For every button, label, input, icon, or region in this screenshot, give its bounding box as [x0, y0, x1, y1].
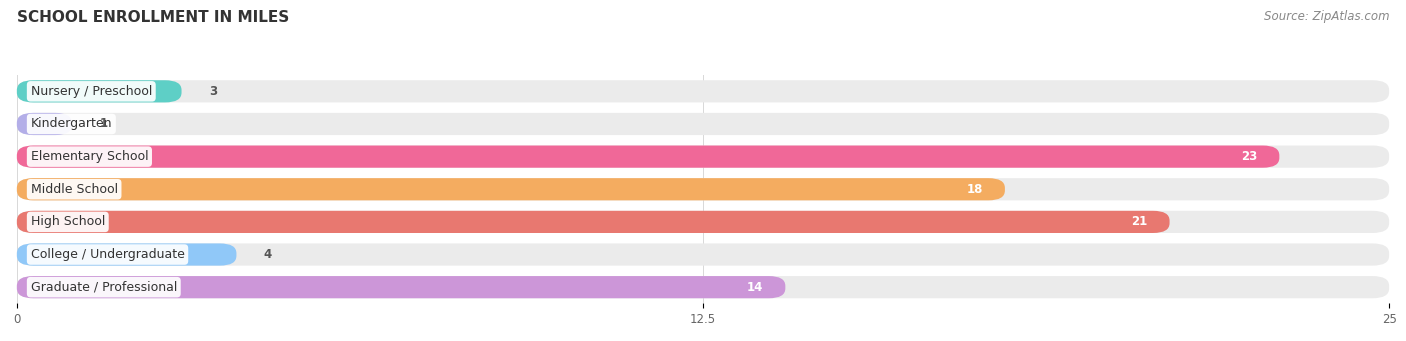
- Text: High School: High School: [31, 216, 105, 228]
- FancyBboxPatch shape: [17, 113, 1389, 135]
- Text: Source: ZipAtlas.com: Source: ZipAtlas.com: [1264, 10, 1389, 23]
- Text: SCHOOL ENROLLMENT IN MILES: SCHOOL ENROLLMENT IN MILES: [17, 10, 290, 25]
- FancyBboxPatch shape: [17, 80, 1389, 102]
- FancyBboxPatch shape: [17, 80, 181, 102]
- Text: 3: 3: [209, 85, 217, 98]
- Text: College / Undergraduate: College / Undergraduate: [31, 248, 184, 261]
- Text: Elementary School: Elementary School: [31, 150, 148, 163]
- Text: 23: 23: [1241, 150, 1257, 163]
- Text: 4: 4: [264, 248, 273, 261]
- FancyBboxPatch shape: [17, 211, 1170, 233]
- Text: Kindergarten: Kindergarten: [31, 118, 112, 131]
- FancyBboxPatch shape: [17, 276, 1389, 298]
- FancyBboxPatch shape: [17, 243, 236, 266]
- FancyBboxPatch shape: [17, 178, 1389, 201]
- FancyBboxPatch shape: [17, 211, 1389, 233]
- Text: 1: 1: [100, 118, 107, 131]
- FancyBboxPatch shape: [17, 113, 72, 135]
- Text: Middle School: Middle School: [31, 183, 118, 196]
- Text: 18: 18: [966, 183, 983, 196]
- FancyBboxPatch shape: [17, 243, 1389, 266]
- FancyBboxPatch shape: [17, 276, 786, 298]
- FancyBboxPatch shape: [17, 146, 1279, 168]
- FancyBboxPatch shape: [17, 178, 1005, 201]
- Text: 21: 21: [1132, 216, 1147, 228]
- Text: Graduate / Professional: Graduate / Professional: [31, 281, 177, 294]
- Text: Nursery / Preschool: Nursery / Preschool: [31, 85, 152, 98]
- FancyBboxPatch shape: [17, 146, 1389, 168]
- Text: 14: 14: [747, 281, 763, 294]
